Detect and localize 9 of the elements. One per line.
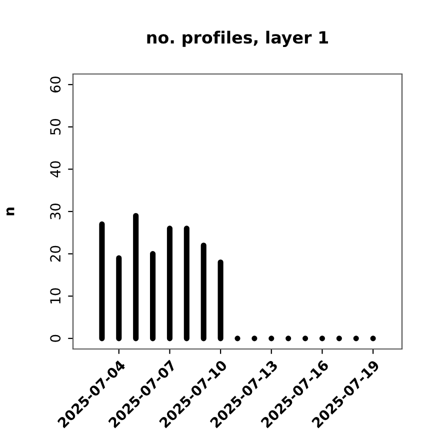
y-tick-label: 30 [50, 204, 61, 220]
y-tick-label: 0 [50, 334, 61, 342]
y-tick-label: 10 [50, 288, 61, 304]
chart-title: no. profiles, layer 1 [147, 30, 328, 48]
y-tick-label: 60 [50, 76, 61, 92]
y-tick-label: 20 [50, 246, 61, 262]
y-tick-label: 40 [50, 161, 61, 178]
y-axis-title: n [6, 208, 14, 216]
y-tick-label: 50 [50, 118, 61, 135]
